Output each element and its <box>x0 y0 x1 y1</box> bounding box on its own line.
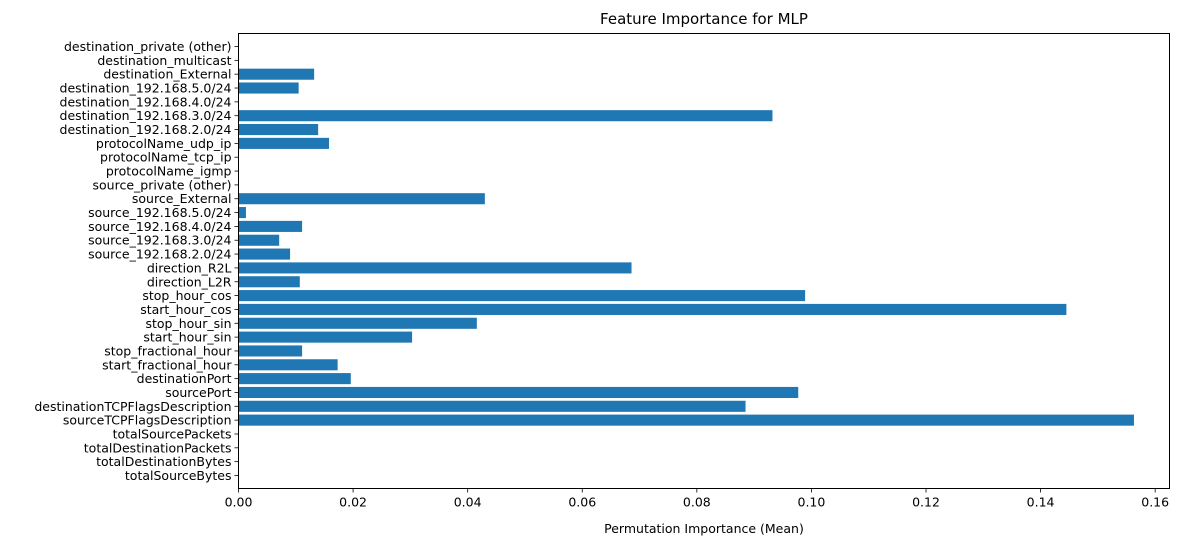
x-tick-label: 0.06 <box>568 495 596 510</box>
bar-13 <box>238 290 806 302</box>
y-tick-label: destination_192.168.2.0/24 <box>60 122 232 137</box>
bars-group <box>238 68 1134 426</box>
bar-9 <box>238 345 303 357</box>
x-tick-label: 0.08 <box>683 495 711 510</box>
x-tick-label: 0.00 <box>225 495 253 510</box>
bar-5 <box>238 400 746 412</box>
bar-10 <box>238 331 413 343</box>
y-tick-label: destinationTCPFlagsDescription <box>34 399 231 414</box>
y-tick-label: totalDestinationBytes <box>96 454 231 469</box>
y-tick-label: sourcePort <box>165 385 231 400</box>
bar-25 <box>238 124 319 136</box>
y-tick-label: destinationPort <box>137 371 232 386</box>
y-tick-label: protocolName_udp_ip <box>96 136 232 151</box>
x-tick-label: 0.14 <box>1027 495 1055 510</box>
y-tick-label: source_192.168.5.0/24 <box>88 205 231 220</box>
bar-20 <box>238 193 485 205</box>
x-tick-label: 0.16 <box>1141 495 1169 510</box>
y-tick-label: protocolName_igmp <box>106 164 232 179</box>
y-tick-label: totalDestinationPackets <box>84 440 232 455</box>
bar-4 <box>238 414 1134 426</box>
bar-18 <box>238 220 303 232</box>
y-axis-ticks: totalSourceBytestotalDestinationBytestot… <box>34 39 239 483</box>
bar-7 <box>238 373 351 385</box>
y-tick-label: destination_multicast <box>97 53 231 68</box>
y-tick-label: sourceTCPFlagsDescription <box>63 413 232 428</box>
y-tick-label: start_hour_cos <box>140 302 231 317</box>
bar-14 <box>238 276 300 288</box>
bar-6 <box>238 386 799 398</box>
bar-12 <box>238 303 1067 315</box>
y-tick-label: source_192.168.4.0/24 <box>88 219 231 234</box>
y-tick-label: stop_hour_sin <box>145 316 231 331</box>
y-tick-label: protocolName_tcp_ip <box>100 150 232 165</box>
x-tick-label: 0.12 <box>912 495 940 510</box>
y-tick-label: direction_R2L <box>147 260 232 275</box>
y-tick-label: destination_192.168.5.0/24 <box>60 81 232 96</box>
y-tick-label: direction_L2R <box>147 274 232 289</box>
y-tick-label: totalSourceBytes <box>125 468 232 483</box>
bar-19 <box>238 207 246 219</box>
y-tick-label: source_192.168.2.0/24 <box>88 247 231 262</box>
y-tick-label: stop_hour_cos <box>142 288 231 303</box>
bar-11 <box>238 317 477 329</box>
bar-26 <box>238 110 773 122</box>
y-tick-label: destination_192.168.4.0/24 <box>60 94 232 109</box>
y-tick-label: source_External <box>132 191 232 206</box>
bar-15 <box>238 262 632 274</box>
y-tick-label: stop_fractional_hour <box>104 343 232 358</box>
y-tick-label: totalSourcePackets <box>113 426 232 441</box>
bar-28 <box>238 82 299 94</box>
bar-16 <box>238 248 291 260</box>
chart-title: Feature Importance for MLP <box>600 10 808 28</box>
y-tick-label: destination_External <box>103 67 231 82</box>
x-tick-label: 0.04 <box>454 495 482 510</box>
x-axis-label: Permutation Importance (Mean) <box>604 521 804 536</box>
y-tick-label: source_private (other) <box>93 177 232 192</box>
y-tick-label: destination_private (other) <box>64 39 232 54</box>
y-tick-label: start_hour_sin <box>143 330 231 345</box>
y-tick-label: destination_192.168.3.0/24 <box>60 108 232 123</box>
bar-17 <box>238 234 280 246</box>
x-tick-label: 0.10 <box>798 495 826 510</box>
x-tick-label: 0.02 <box>339 495 367 510</box>
bar-29 <box>238 68 315 80</box>
bar-8 <box>238 359 338 371</box>
y-tick-label: source_192.168.3.0/24 <box>88 233 231 248</box>
x-axis-ticks: 0.00 0.02 0.04 0.06 0.08 0.10 0.12 0.14 0.16 <box>225 488 1169 510</box>
bar-24 <box>238 137 330 149</box>
plot-frame <box>238 33 1170 489</box>
y-tick-label: start_fractional_hour <box>102 357 232 372</box>
